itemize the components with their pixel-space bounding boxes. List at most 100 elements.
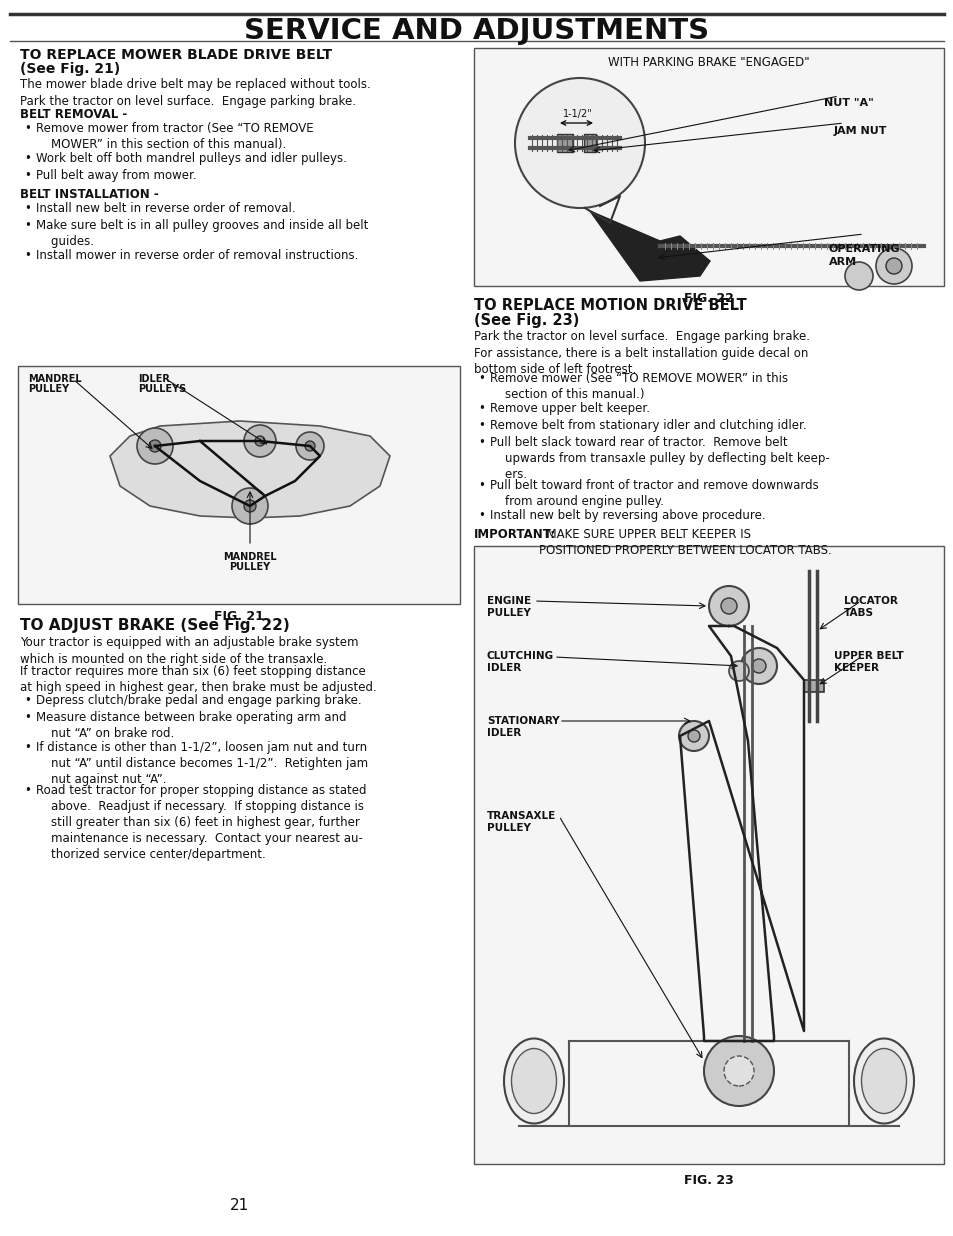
Text: Remove upper belt keeper.: Remove upper belt keeper. <box>490 402 649 415</box>
Text: FIG. 22: FIG. 22 <box>683 292 733 305</box>
Bar <box>18 366 459 604</box>
Text: •: • <box>24 693 30 707</box>
Text: MAKE SURE UPPER BELT KEEPER IS
POSITIONED PROPERLY BETWEEN LOCATOR TABS.: MAKE SURE UPPER BELT KEEPER IS POSITIONE… <box>538 528 831 557</box>
Text: (See Fig. 23): (See Fig. 23) <box>474 313 578 328</box>
Polygon shape <box>589 211 709 281</box>
Text: BELT REMOVAL -: BELT REMOVAL - <box>20 108 127 121</box>
Text: •: • <box>477 509 484 522</box>
Text: Depress clutch/brake pedal and engage parking brake.: Depress clutch/brake pedal and engage pa… <box>36 693 361 707</box>
Text: Remove mower from tractor (See “TO REMOVE
    MOWER” in this section of this man: Remove mower from tractor (See “TO REMOV… <box>36 122 314 151</box>
Text: LOCATOR: LOCATOR <box>843 596 897 606</box>
Circle shape <box>254 436 265 446</box>
Circle shape <box>708 586 748 625</box>
Text: BELT INSTALLATION -: BELT INSTALLATION - <box>20 188 158 201</box>
Text: Remove belt from stationary idler and clutching idler.: Remove belt from stationary idler and cl… <box>490 419 806 433</box>
Text: TO REPLACE MOTION DRIVE BELT: TO REPLACE MOTION DRIVE BELT <box>474 298 746 313</box>
Circle shape <box>679 721 708 751</box>
Text: IMPORTANT:: IMPORTANT: <box>474 528 556 541</box>
Ellipse shape <box>511 1048 556 1114</box>
Text: PULLEY: PULLEY <box>28 384 69 394</box>
Text: •: • <box>24 152 30 164</box>
Text: If tractor requires more than six (6) feet stopping distance
at high speed in hi: If tractor requires more than six (6) fe… <box>20 665 376 695</box>
Text: •: • <box>24 219 30 232</box>
Text: •: • <box>24 122 30 135</box>
Text: FIG. 23: FIG. 23 <box>683 1174 733 1187</box>
Text: Measure distance between brake operating arm and
    nut “A” on brake rod.: Measure distance between brake operating… <box>36 711 346 740</box>
Text: •: • <box>24 742 30 754</box>
Ellipse shape <box>853 1038 913 1124</box>
Text: Make sure belt is in all pulley grooves and inside all belt
    guides.: Make sure belt is in all pulley grooves … <box>36 219 368 248</box>
Text: PULLEYS: PULLEYS <box>138 384 186 394</box>
Text: •: • <box>24 248 30 262</box>
Text: TO REPLACE MOWER BLADE DRIVE BELT: TO REPLACE MOWER BLADE DRIVE BELT <box>20 48 332 62</box>
Bar <box>557 133 573 152</box>
Text: PULLEY: PULLEY <box>486 823 530 833</box>
Text: STATIONARY: STATIONARY <box>486 716 559 726</box>
Circle shape <box>305 441 314 451</box>
Text: IDLER: IDLER <box>486 728 520 738</box>
Text: WITH PARKING BRAKE "ENGAGED": WITH PARKING BRAKE "ENGAGED" <box>608 56 809 69</box>
Circle shape <box>728 661 748 681</box>
Text: 1-1/2": 1-1/2" <box>562 109 592 119</box>
Text: Pull belt toward front of tractor and remove downwards
    from around engine pu: Pull belt toward front of tractor and re… <box>490 480 818 508</box>
Text: CLUTCHING: CLUTCHING <box>486 651 554 661</box>
Text: SERVICE AND ADJUSTMENTS: SERVICE AND ADJUSTMENTS <box>244 17 709 44</box>
Circle shape <box>244 501 255 512</box>
Text: (See Fig. 21): (See Fig. 21) <box>20 62 120 75</box>
Text: MANDREL: MANDREL <box>28 375 82 384</box>
Text: ENGINE: ENGINE <box>486 596 531 606</box>
Text: Remove mower (See “TO REMOVE MOWER” in this
    section of this manual.): Remove mower (See “TO REMOVE MOWER” in t… <box>490 372 787 400</box>
Text: Pull belt slack toward rear of tractor.  Remove belt
    upwards from transaxle : Pull belt slack toward rear of tractor. … <box>490 436 829 481</box>
Polygon shape <box>110 421 390 518</box>
Text: Pull belt away from mower.: Pull belt away from mower. <box>36 169 196 182</box>
Circle shape <box>720 598 737 614</box>
Text: ARM: ARM <box>828 257 856 267</box>
Text: IDLER: IDLER <box>486 662 520 672</box>
Text: •: • <box>477 480 484 492</box>
Circle shape <box>232 488 268 524</box>
Text: The mower blade drive belt may be replaced without tools.
Park the tractor on le: The mower blade drive belt may be replac… <box>20 78 371 108</box>
Text: Park the tractor on level surface.  Engage parking brake.
For assistance, there : Park the tractor on level surface. Engag… <box>474 330 809 376</box>
Text: •: • <box>24 711 30 724</box>
Text: If distance is other than 1-1/2”, loosen jam nut and turn
    nut “A” until dist: If distance is other than 1-1/2”, loosen… <box>36 742 368 786</box>
Text: •: • <box>24 784 30 797</box>
Ellipse shape <box>861 1048 905 1114</box>
Bar <box>803 680 823 692</box>
Text: •: • <box>477 436 484 449</box>
Text: Your tractor is equipped with an adjustable brake system
which is mounted on the: Your tractor is equipped with an adjusta… <box>20 637 358 665</box>
Text: •: • <box>24 201 30 215</box>
Circle shape <box>703 1036 773 1106</box>
Bar <box>474 48 943 286</box>
Circle shape <box>515 78 644 208</box>
Text: Install new belt in reverse order of removal.: Install new belt in reverse order of rem… <box>36 201 295 215</box>
Text: TO ADJUST BRAKE (See Fig. 22): TO ADJUST BRAKE (See Fig. 22) <box>20 618 290 633</box>
Circle shape <box>875 248 911 284</box>
Circle shape <box>844 262 872 290</box>
Circle shape <box>244 425 275 457</box>
Circle shape <box>723 1056 753 1086</box>
Text: IDLER: IDLER <box>138 375 170 384</box>
Text: TRANSAXLE: TRANSAXLE <box>486 811 556 821</box>
Circle shape <box>687 730 700 742</box>
Text: MANDREL: MANDREL <box>223 552 276 562</box>
Circle shape <box>751 659 765 672</box>
Bar <box>474 546 943 1164</box>
Text: JAM NUT: JAM NUT <box>833 126 886 136</box>
Text: •: • <box>477 419 484 433</box>
Text: Work belt off both mandrel pulleys and idler pulleys.: Work belt off both mandrel pulleys and i… <box>36 152 347 164</box>
Text: FIG. 21: FIG. 21 <box>213 611 264 623</box>
Text: Road test tractor for proper stopping distance as stated
    above.  Readjust if: Road test tractor for proper stopping di… <box>36 784 366 861</box>
Circle shape <box>137 428 172 464</box>
Circle shape <box>885 258 901 274</box>
Circle shape <box>149 440 161 452</box>
Bar <box>583 133 596 152</box>
Circle shape <box>740 648 776 684</box>
Text: 21: 21 <box>230 1199 250 1214</box>
Text: OPERATING: OPERATING <box>828 243 900 255</box>
Circle shape <box>295 433 324 460</box>
Text: Install mower in reverse order of removal instructions.: Install mower in reverse order of remova… <box>36 248 358 262</box>
Text: PULLEY: PULLEY <box>486 608 530 618</box>
Text: •: • <box>24 169 30 182</box>
Text: •: • <box>477 402 484 415</box>
Text: TABS: TABS <box>843 608 873 618</box>
